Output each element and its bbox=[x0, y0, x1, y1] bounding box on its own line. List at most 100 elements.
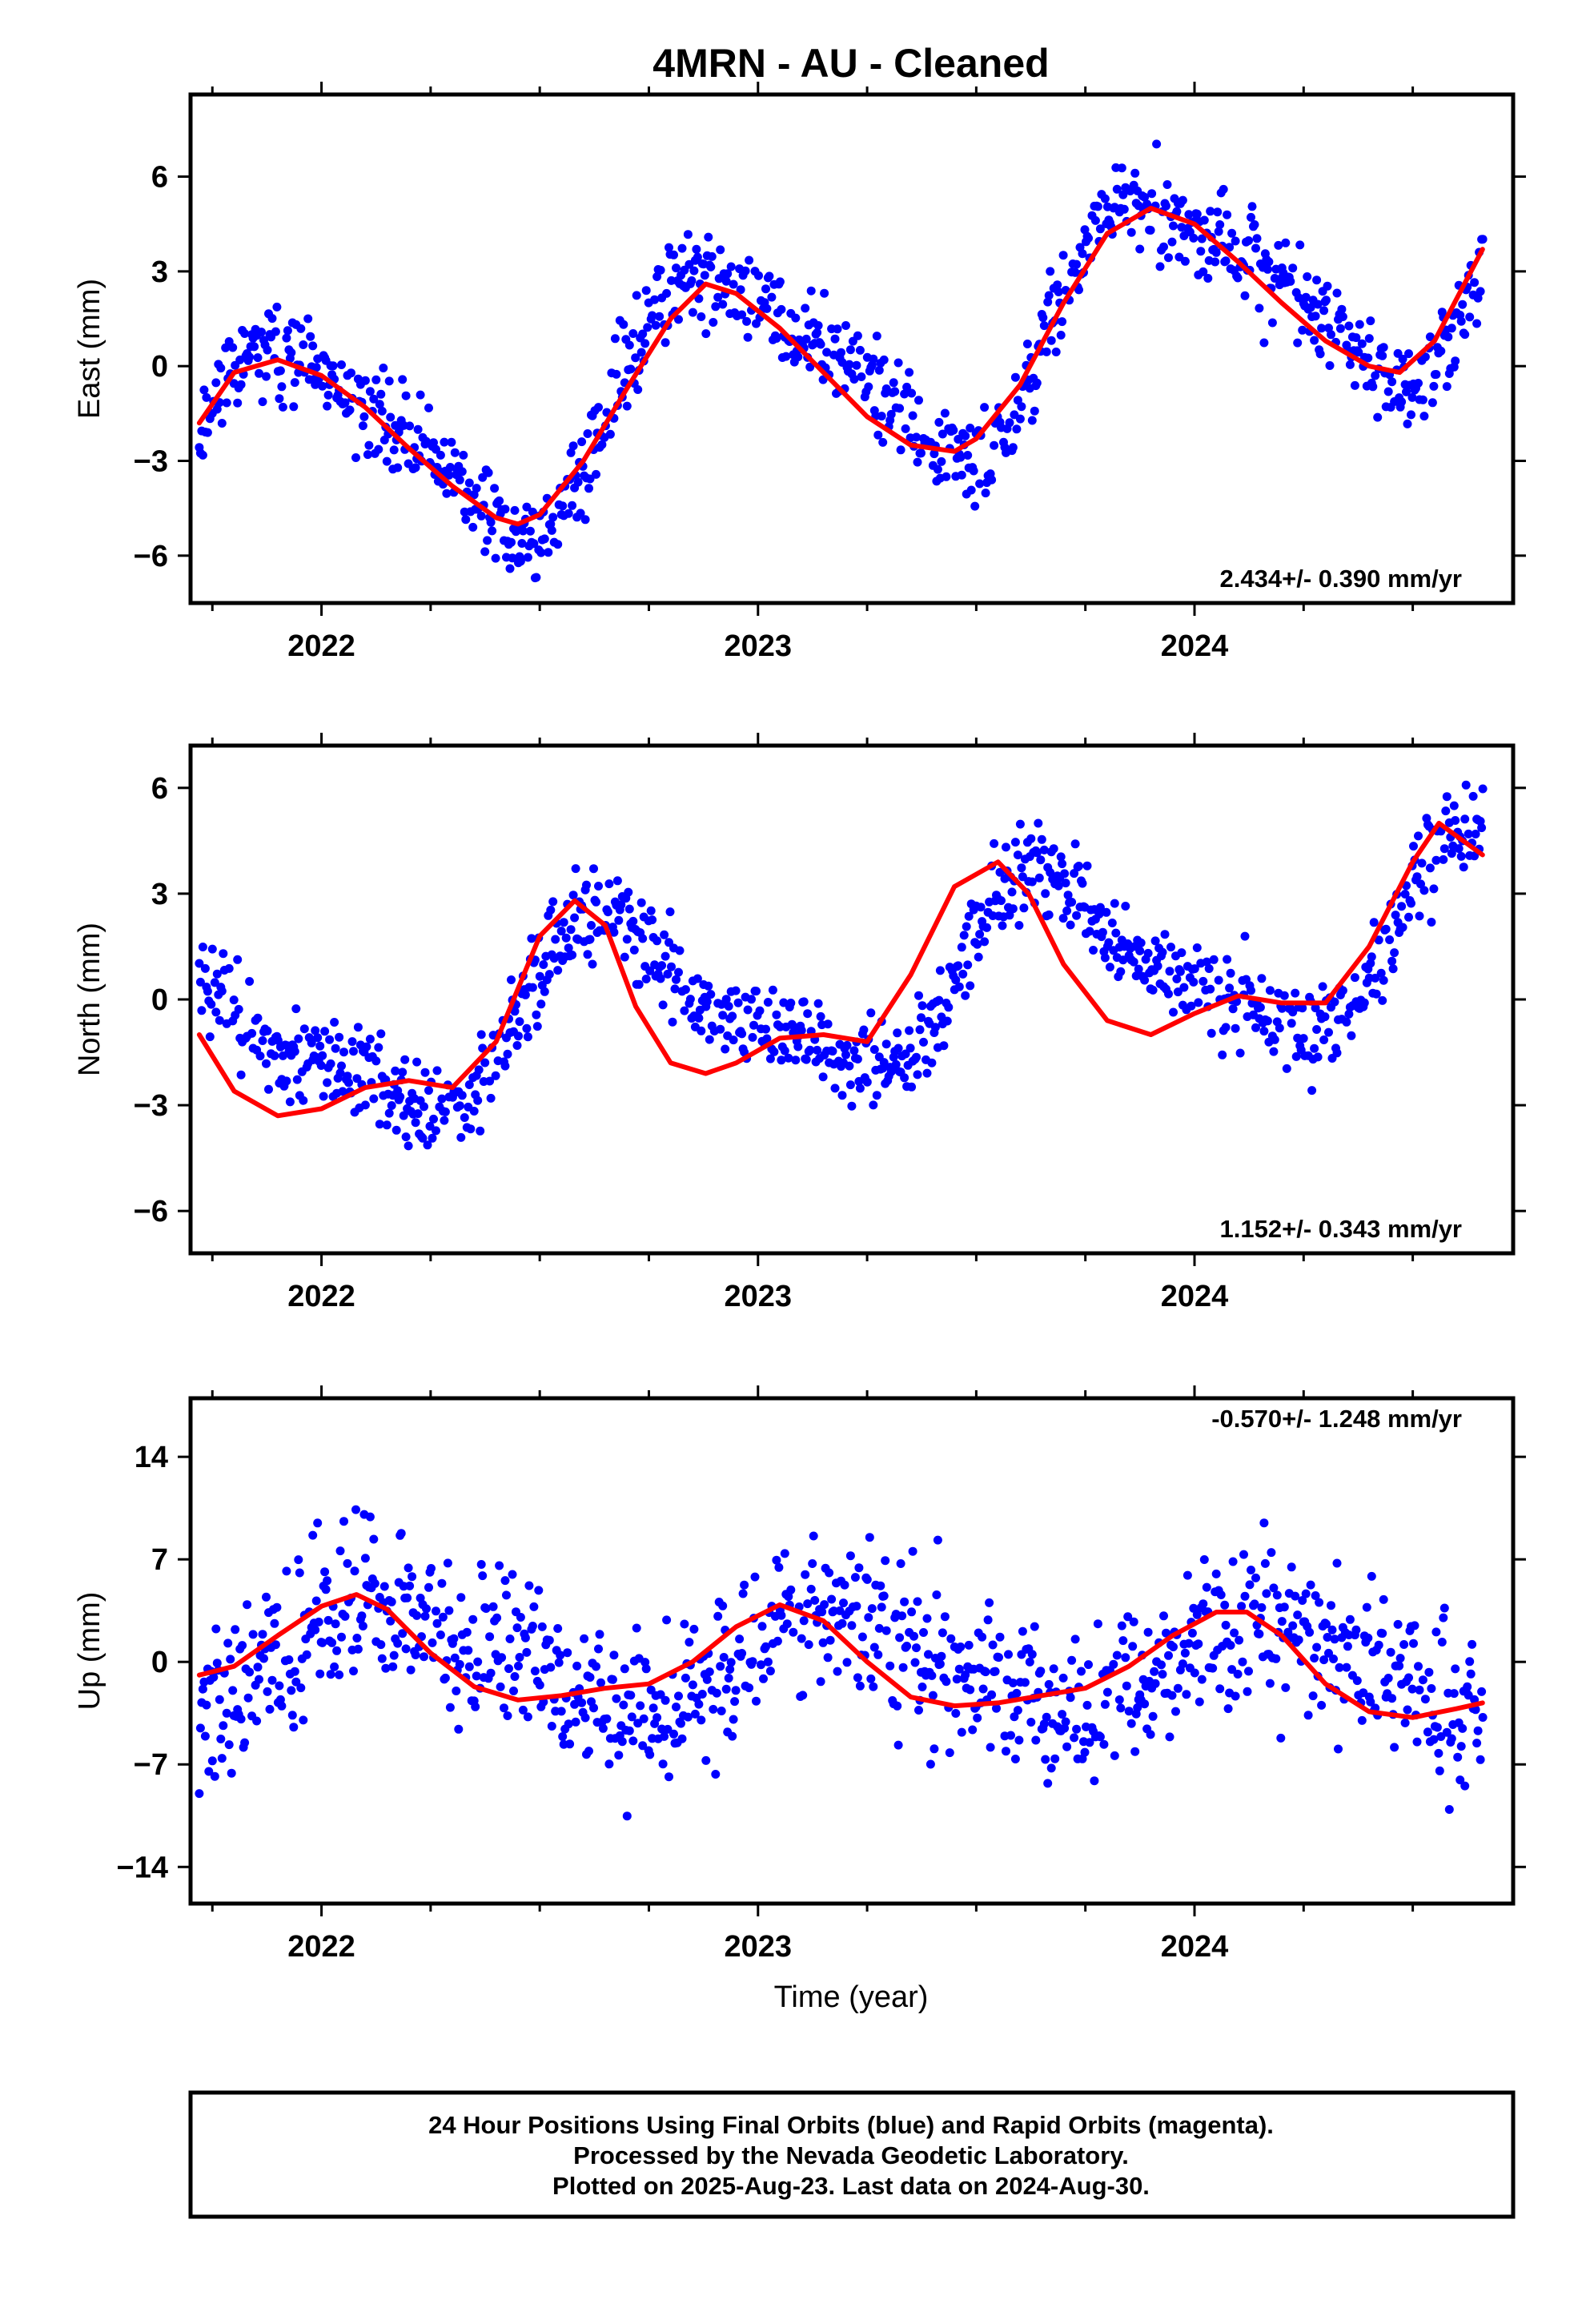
data-point bbox=[535, 1680, 544, 1690]
data-point bbox=[1230, 1628, 1239, 1638]
data-point bbox=[975, 479, 985, 489]
data-point bbox=[1034, 818, 1043, 828]
data-point bbox=[1447, 849, 1456, 858]
data-point bbox=[1046, 1763, 1056, 1773]
data-point bbox=[1240, 931, 1250, 941]
data-point bbox=[1466, 1669, 1476, 1679]
data-point bbox=[801, 334, 811, 344]
data-point bbox=[816, 1011, 825, 1021]
data-point bbox=[393, 1638, 403, 1648]
data-point bbox=[934, 995, 944, 1005]
data-point bbox=[667, 962, 676, 971]
data-point bbox=[901, 1049, 910, 1059]
data-point bbox=[432, 1606, 440, 1616]
data-point bbox=[486, 1093, 496, 1103]
data-point bbox=[755, 1006, 765, 1015]
data-point bbox=[1177, 948, 1186, 958]
data-point bbox=[728, 1011, 737, 1021]
data-point bbox=[1404, 1673, 1413, 1683]
data-point bbox=[626, 364, 636, 374]
data-point bbox=[1315, 349, 1325, 359]
data-point bbox=[461, 515, 471, 525]
data-point bbox=[1026, 1718, 1036, 1727]
data-point bbox=[672, 975, 681, 984]
data-point bbox=[484, 468, 493, 477]
data-point bbox=[957, 943, 966, 952]
data-point bbox=[706, 262, 716, 271]
data-point bbox=[917, 448, 926, 458]
data-point bbox=[1303, 1711, 1313, 1720]
data-point bbox=[1240, 1591, 1250, 1601]
data-point bbox=[386, 1616, 396, 1626]
x-tick-label: 2022 bbox=[287, 629, 355, 663]
data-point bbox=[1398, 354, 1407, 364]
data-point bbox=[804, 1640, 813, 1650]
data-point bbox=[335, 1546, 345, 1556]
data-point bbox=[1216, 1590, 1226, 1599]
data-point bbox=[820, 1600, 829, 1610]
data-point bbox=[486, 517, 496, 527]
data-point bbox=[833, 1667, 842, 1676]
data-point bbox=[597, 440, 607, 449]
data-point bbox=[308, 1530, 318, 1540]
data-point bbox=[1319, 306, 1329, 316]
data-point bbox=[428, 1638, 437, 1647]
y-tick-label: 3 bbox=[151, 255, 168, 289]
data-point bbox=[460, 1113, 469, 1122]
data-point bbox=[216, 1735, 226, 1743]
data-point bbox=[583, 950, 592, 959]
data-point bbox=[1364, 334, 1374, 344]
data-point bbox=[420, 1068, 430, 1077]
data-point bbox=[1251, 243, 1260, 253]
data-point bbox=[614, 915, 624, 925]
data-point bbox=[413, 424, 423, 434]
data-point bbox=[1470, 851, 1480, 861]
data-point bbox=[1192, 209, 1202, 219]
data-point bbox=[1460, 330, 1470, 340]
data-point bbox=[908, 411, 917, 420]
data-point bbox=[639, 1714, 648, 1723]
data-point bbox=[1124, 1707, 1134, 1716]
data-point bbox=[340, 1611, 350, 1621]
data-point bbox=[1308, 1691, 1318, 1701]
data-point bbox=[1022, 340, 1032, 348]
data-point bbox=[250, 342, 259, 352]
data-point bbox=[926, 1759, 935, 1769]
data-point bbox=[1461, 780, 1471, 790]
data-point bbox=[1192, 943, 1202, 952]
data-point bbox=[311, 363, 321, 372]
data-point bbox=[818, 1072, 828, 1082]
data-point bbox=[1259, 1518, 1269, 1528]
data-point bbox=[765, 1667, 775, 1676]
data-point bbox=[195, 977, 205, 987]
data-point bbox=[294, 1034, 303, 1043]
data-point bbox=[987, 1690, 997, 1699]
data-point bbox=[262, 1059, 271, 1068]
data-point bbox=[270, 1618, 279, 1628]
data-point bbox=[930, 449, 939, 459]
data-point bbox=[1327, 330, 1335, 340]
data-point bbox=[580, 515, 590, 525]
data-point bbox=[1369, 918, 1379, 927]
data-point bbox=[631, 353, 640, 363]
data-point bbox=[1093, 202, 1102, 211]
data-point bbox=[810, 1595, 820, 1605]
data-point bbox=[705, 1667, 714, 1677]
data-point bbox=[1026, 834, 1036, 843]
data-point bbox=[224, 1740, 234, 1750]
data-point bbox=[813, 1045, 822, 1055]
data-point bbox=[516, 557, 525, 566]
data-point bbox=[253, 1013, 263, 1023]
data-point bbox=[476, 1126, 485, 1136]
y-tick-label: −6 bbox=[134, 540, 168, 573]
data-point bbox=[998, 921, 1007, 931]
data-point bbox=[683, 1712, 693, 1722]
data-point bbox=[907, 1082, 917, 1092]
data-point bbox=[951, 975, 961, 985]
data-point bbox=[459, 450, 468, 460]
data-point bbox=[323, 390, 333, 400]
data-point bbox=[1420, 1695, 1430, 1704]
data-point bbox=[648, 1703, 658, 1713]
data-point bbox=[1067, 1655, 1077, 1665]
data-point bbox=[209, 1672, 219, 1682]
